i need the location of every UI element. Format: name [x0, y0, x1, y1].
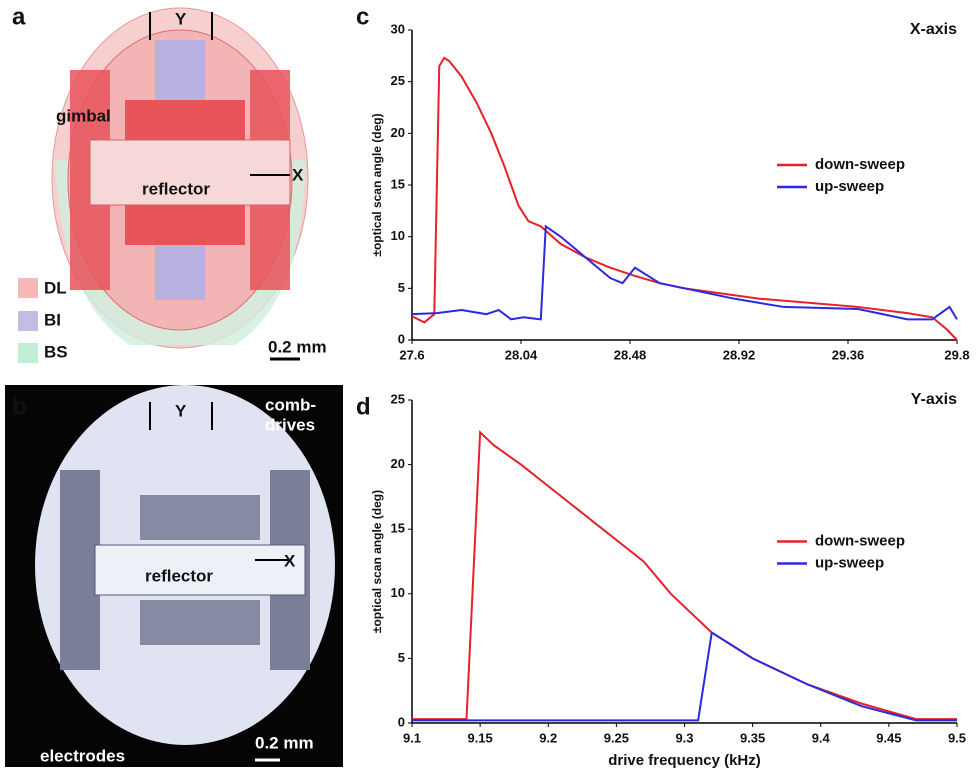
annotation: gimbal	[56, 106, 111, 125]
x-tick-label: 9.5	[948, 730, 966, 745]
x-tick-label: 9.1	[403, 730, 421, 745]
annotation: X	[284, 551, 296, 570]
panel-label: c	[356, 3, 369, 30]
device-photo	[5, 385, 343, 767]
y-tick-label: 15	[391, 176, 405, 191]
x-axis-label: drive frequency (kHz)	[608, 752, 761, 769]
y-tick-label: 15	[391, 521, 405, 536]
x-tick-label: 29.36	[832, 347, 865, 362]
scale-label: 0.2 mm	[268, 337, 327, 356]
x-tick-label: 27.6	[399, 347, 424, 362]
annotation: X	[292, 165, 304, 184]
legend-label: up-sweep	[815, 554, 884, 571]
annotation: electrodes	[40, 746, 125, 765]
x-tick-label: 9.15	[467, 730, 492, 745]
x-tick-label: 9.35	[740, 730, 765, 745]
annotation: reflector	[145, 566, 213, 585]
x-tick-label: 28.48	[614, 347, 647, 362]
legend-label: DL	[44, 278, 67, 297]
panel-label: a	[12, 3, 26, 30]
legend-label: down-sweep	[815, 532, 905, 549]
x-tick-label: 28.04	[505, 347, 538, 362]
y-tick-label: 0	[398, 331, 405, 346]
y-tick-label: 30	[391, 21, 405, 36]
x-tick-label: 9.25	[604, 730, 629, 745]
annotation: comb-	[265, 395, 316, 414]
series-line	[411, 56, 958, 341]
annotation: drives	[265, 415, 315, 434]
y-tick-label: 10	[391, 585, 405, 600]
panel-label: d	[356, 393, 371, 420]
legend-label: BI	[44, 310, 61, 329]
y-tick-label: 5	[398, 650, 405, 665]
annotation: Y	[175, 9, 187, 28]
series-line	[411, 224, 958, 321]
y-tick-label: 25	[391, 73, 405, 88]
scale-label: 0.2 mm	[255, 733, 314, 752]
y-tick-label: 5	[398, 280, 405, 295]
y-tick-label: 10	[391, 228, 405, 243]
x-tick-label: 9.2	[539, 730, 557, 745]
legend-label: down-sweep	[815, 156, 905, 173]
y-axis-label: ±optical scan angle (deg)	[370, 490, 384, 633]
y-tick-label: 20	[391, 456, 405, 471]
device-layout	[18, 7, 309, 363]
y-axis-label: ±optical scan angle (deg)	[370, 113, 384, 256]
y-tick-label: 0	[398, 714, 405, 729]
legend-label: BS	[44, 342, 68, 361]
x-tick-label: 9.3	[675, 730, 693, 745]
chart-title: X-axis	[910, 21, 957, 38]
series-line	[412, 430, 957, 721]
x-tick-label: 29.8	[944, 347, 969, 362]
annotation: Y	[175, 401, 187, 420]
annotation: reflector	[142, 179, 210, 198]
x-tick-label: 28.92	[723, 347, 756, 362]
y-tick-label: 25	[391, 391, 405, 406]
series-line	[412, 630, 957, 722]
panel-label: b	[12, 393, 27, 420]
chart-title: Y-axis	[911, 391, 957, 408]
legend-label: up-sweep	[815, 178, 884, 195]
y-tick-label: 20	[391, 125, 405, 140]
x-tick-label: 9.45	[876, 730, 901, 745]
x-tick-label: 9.4	[812, 730, 831, 745]
